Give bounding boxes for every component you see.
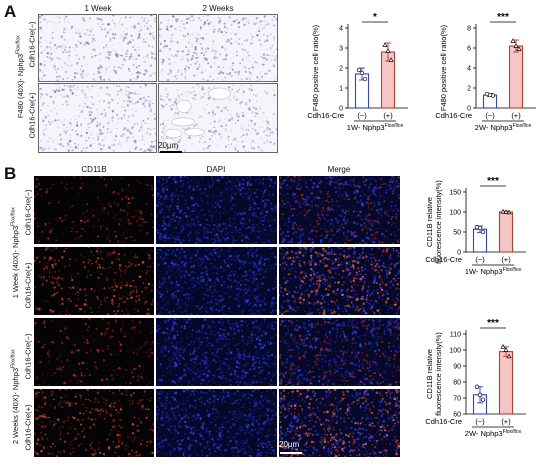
column-header-dapi: DAPI — [156, 165, 276, 174]
data-point — [363, 77, 367, 81]
fluor-cd11b-1w-pos — [34, 247, 154, 315]
row-label-a-pos: Cdh16-Cre(+) — [28, 76, 37, 156]
fluor-dapi-1w-neg — [156, 176, 277, 244]
x-category-label: (−) — [485, 111, 495, 120]
y-tick-label: 110 — [450, 332, 461, 339]
y-axis-label: fluorescence intensity(%) — [434, 332, 443, 416]
data-point — [488, 93, 492, 97]
significance-label: * — [373, 12, 377, 23]
row-label-b-1w-neg: Cdh16-Cre(−) — [24, 173, 33, 253]
ihc-image-1w-neg — [38, 14, 157, 82]
y-tick-label: 90 — [453, 364, 461, 371]
fluor-cd11b-2w-pos — [34, 389, 154, 457]
fluor-merge-2w-neg — [279, 318, 400, 386]
y-tick-label: 100 — [449, 348, 461, 355]
fluor-merge-1w-neg — [279, 176, 400, 244]
y-axis-label: CD11B relative — [425, 349, 434, 399]
column-header-1-week: 1 Week — [38, 4, 158, 13]
y-tick-label: 6 — [467, 46, 471, 53]
row-label-b-2w-neg: Cdh16-Cre(−) — [24, 317, 33, 397]
y-tick-label: 2 — [339, 66, 343, 73]
y-tick-label: 8 — [467, 26, 471, 33]
y-axis-label: CD11B relative — [425, 197, 434, 247]
group-label: 2W- Nphp3Flox/flox — [465, 429, 522, 438]
panel-letter-b: B — [4, 164, 16, 184]
y-tick-label: 100 — [449, 210, 461, 217]
x-row-label: Cdh16-Cre — [425, 417, 462, 426]
column-header-cd11b: CD11B — [34, 165, 154, 174]
fluor-dapi-2w-neg — [156, 318, 277, 386]
data-point — [360, 71, 364, 75]
group-label: 1W- Nphp3Flox/flox — [347, 123, 404, 132]
fluor-cd11b-2w-neg — [34, 318, 154, 386]
x-category-label: (−) — [475, 417, 485, 426]
fluor-cd11b-1w-neg — [34, 176, 154, 244]
row-label-b-2w-pos: Cdh16-Cre(+) — [24, 388, 33, 468]
y-axis-label: fluorescence intensity(%) — [434, 180, 443, 264]
data-point — [504, 210, 508, 214]
x-row-label: Cdh16-Cre — [425, 255, 462, 264]
data-point — [481, 398, 485, 402]
chart-f480-1w: F480 positive cell ratio(%)01234*Cdh16-C… — [296, 4, 422, 154]
row-label-b-1w-pos: Cdh16-Cre(+) — [24, 246, 33, 326]
data-point — [478, 226, 482, 230]
panel-b-group-label-1w: 1 Week (40X)- Nphp3Flox/flox — [10, 183, 20, 323]
group-label: 2W- Nphp3Flox/flox — [475, 123, 532, 132]
scale-label-b: 20μm — [279, 440, 299, 449]
data-point — [386, 49, 390, 53]
column-header-2-weeks: 2 Weeks — [158, 4, 278, 13]
y-tick-label: 70 — [453, 396, 461, 403]
y-axis-label: F480 positive cell ratio(%) — [311, 24, 320, 111]
significance-label: *** — [497, 12, 509, 23]
fluor-dapi-1w-pos — [156, 247, 277, 315]
panel-a-side-label: F480 (40X)- Nphp3Flox/flox — [15, 7, 25, 147]
y-tick-label: 3 — [339, 46, 343, 53]
data-point — [481, 230, 485, 234]
row-label-a-neg: Cdh16-Cre(−) — [28, 5, 37, 85]
x-category-label: (−) — [357, 111, 367, 120]
data-point — [357, 68, 361, 72]
chart-f480-2w: F480 positive cell ratio(%)02468***Cdh16… — [424, 4, 550, 154]
data-point — [478, 393, 482, 397]
significance-label: *** — [487, 176, 499, 187]
y-tick-label: 2 — [467, 86, 471, 93]
data-point — [511, 39, 515, 43]
bar — [510, 46, 523, 108]
y-tick-label: 80 — [453, 380, 461, 387]
y-tick-label: 4 — [467, 66, 471, 73]
significance-label: *** — [487, 318, 499, 329]
y-tick-label: 50 — [453, 230, 461, 237]
x-category-label: (−) — [475, 255, 485, 264]
panel-b-group-label-2w: 2 Weeks (40X)- Nphp3Flox/flox — [10, 327, 20, 467]
x-row-label: Cdh16-Cre — [307, 111, 344, 120]
column-header-merge: Merge — [279, 165, 399, 174]
x-category-label: (+) — [501, 255, 511, 264]
x-category-label: (+) — [511, 111, 521, 120]
scale-label-a: 20μm — [158, 141, 178, 150]
x-category-label: (+) — [501, 417, 511, 426]
data-point — [383, 43, 387, 47]
y-tick-label: 150 — [449, 190, 461, 197]
y-tick-label: 4 — [339, 26, 343, 33]
ihc-image-1w-pos — [38, 83, 157, 153]
x-category-label: (+) — [383, 111, 393, 120]
group-label: 1W- Nphp3Flox/flox — [465, 267, 522, 276]
bar — [500, 352, 513, 414]
ihc-image-2w-neg — [158, 14, 278, 82]
y-axis-label: F480 positive cell ratio(%) — [439, 24, 448, 111]
x-row-label: Cdh16-Cre — [435, 111, 472, 120]
bar — [500, 212, 513, 252]
scale-bar-b — [280, 452, 302, 454]
fluor-merge-1w-pos — [279, 247, 400, 315]
y-tick-label: 1 — [339, 86, 343, 93]
data-point — [501, 345, 505, 349]
data-point — [475, 385, 479, 389]
fluor-dapi-2w-pos — [156, 389, 277, 457]
scale-bar-a — [160, 151, 182, 153]
data-point — [514, 44, 518, 48]
